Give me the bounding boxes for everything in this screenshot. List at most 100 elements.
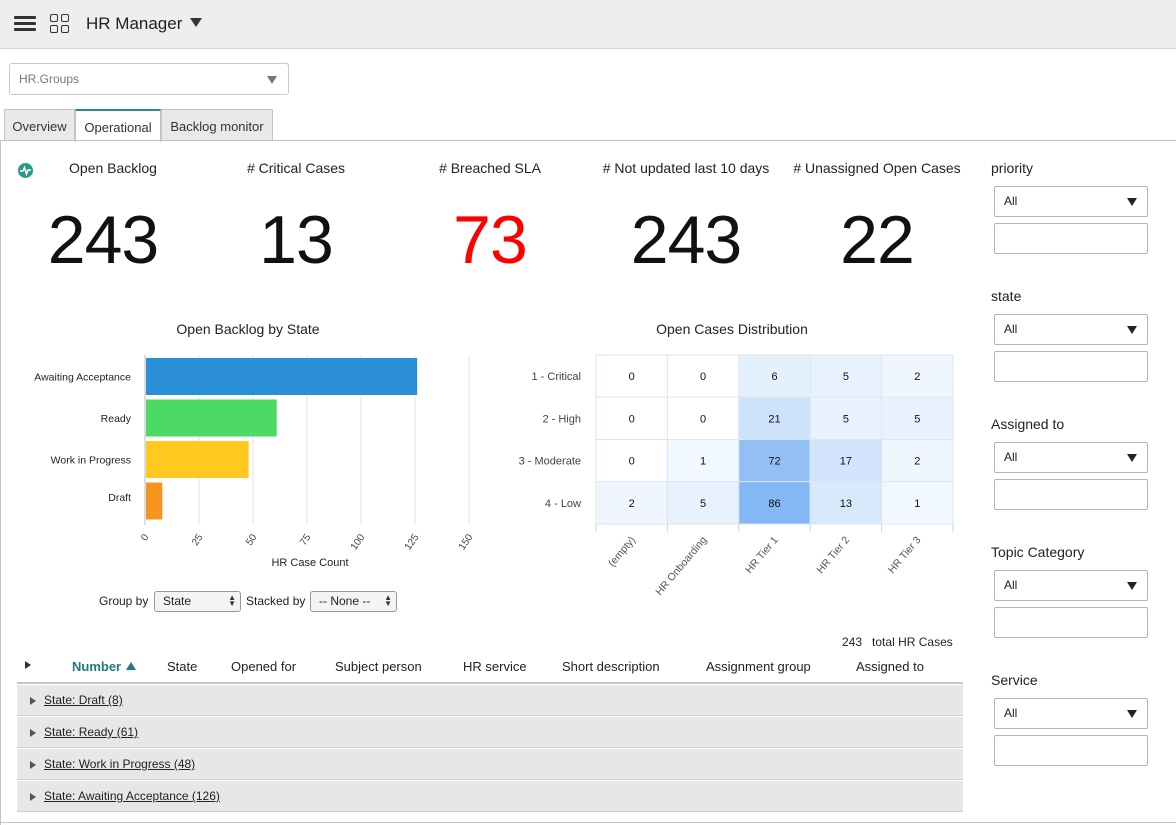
caret-down-icon [1127,198,1137,206]
column-number[interactable]: Number [72,659,137,674]
bar [146,482,163,520]
group-row-work-in-progress[interactable]: State: Work in Progress (48) [17,749,963,780]
expand-icon[interactable] [30,697,36,705]
bar [146,358,418,395]
filter-input-priority[interactable] [994,223,1148,254]
stacked-by-label: Stacked by [246,594,306,608]
group-row-draft[interactable]: State: Draft (8) [17,685,963,716]
kpi-value[interactable]: 243 [47,202,159,278]
expand-all-icon[interactable] [25,661,31,669]
filter-input-topic-category[interactable] [994,607,1148,638]
filter-select-priority[interactable]: All [994,186,1148,217]
kpi-label: # Unassigned Open Cases [793,160,961,176]
group-row-label[interactable]: State: Ready (61) [44,725,139,739]
heatmap-cell-value: 5 [914,413,920,425]
y-category-label: Ready [101,413,132,425]
heatmap-cell [595,481,668,525]
y-category-label: Work in Progress [51,455,131,467]
column-opened-for[interactable]: Opened for [231,659,297,674]
group-row-label[interactable]: State: Awaiting Acceptance (126) [44,789,220,803]
tab-backlog-monitor[interactable]: Backlog monitor [161,109,273,141]
column-hr-service[interactable]: HR service [463,659,527,674]
filter-select-value: All [1004,706,1018,720]
updown-icon: ▲ ▼ [384,593,392,608]
group-row-ready[interactable]: State: Ready (61) [17,717,963,748]
filter-select-value: All [1004,578,1018,592]
heatmap-cell [881,439,954,483]
group-by-select[interactable]: State ▲ ▼ [154,591,241,612]
heatmap-cell [595,439,668,483]
heatmap-cell-value: 1 [700,456,706,468]
heatmap-cell-value: 86 [768,498,780,510]
x-tick-label: 50 [244,532,260,548]
heatmap-cell [738,481,811,525]
total-count-label: total HR Cases [872,635,953,649]
tab-operational[interactable]: Operational [75,109,161,142]
group-select-value: HR.Groups [19,72,80,86]
content-border [0,140,1,825]
tab-divider [0,140,1176,141]
filter-input-state[interactable] [994,351,1148,382]
heatmap-cell-value: 5 [700,498,706,510]
filter-label-priority: priority [991,160,1034,176]
filter-select-state[interactable]: All [994,314,1148,345]
column-number-label: Number [72,659,122,674]
column-subject-person[interactable]: Subject person [335,659,422,674]
expand-icon[interactable] [30,761,36,769]
bar-chart: 0 25 50 75 100 125 150 Awaiting Acceptance Ready… [34,355,476,552]
heatmap-cell-value: 5 [843,371,849,383]
column-assigned-to[interactable]: Assigned to [856,659,924,674]
heatmap-cell [738,396,811,440]
heatmap-cell [666,481,740,525]
sort-ascending-icon [126,662,137,670]
bottom-border [0,822,1176,823]
heatmap-cell [809,439,883,483]
stacked-by-select[interactable]: -- None -- ▲ ▼ [310,591,397,612]
group-row-awaiting-acceptance[interactable]: State: Awaiting Acceptance (126) [17,781,963,812]
heatmap-cell [881,396,954,440]
column-label: HR Tier 2 [815,534,853,576]
column-short-description[interactable]: Short description [562,659,660,674]
top-bar: HR Manager [0,0,1176,49]
kpi-value[interactable]: 243 [630,202,742,278]
heatmap-cell-value: 72 [768,456,780,468]
total-count: 243 total HR Cases [842,635,953,649]
expand-icon[interactable] [30,793,36,801]
filter-select-value: All [1004,194,1018,208]
bar-chart-x-axis-title: HR Case Count [271,557,349,569]
list-header: Number State Opened for Subject person H… [17,653,963,684]
filter-input-assigned-to[interactable] [994,479,1148,510]
heatmap-cell-value: 2 [914,456,920,468]
tab-overview[interactable]: Overview [4,109,75,141]
group-select[interactable]: HR.Groups [9,63,289,95]
kpi-value[interactable]: 13 [259,202,334,278]
app-title[interactable]: HR Manager [86,14,183,33]
heatmap-cell-value: 2 [629,498,635,510]
filter-input-service[interactable] [994,735,1148,766]
kpi-value[interactable]: 73 [453,202,528,278]
caret-down-icon[interactable] [190,18,202,27]
hamburger-icon[interactable] [14,16,36,32]
column-assignment-group[interactable]: Assignment group [706,659,811,674]
expand-icon[interactable] [30,729,36,737]
x-tick-label: 75 [298,532,314,548]
group-row-label[interactable]: State: Draft (8) [44,693,123,707]
x-tick-label: 100 [349,532,368,552]
filter-select-service[interactable]: All [994,698,1148,729]
filter-select-assigned-to[interactable]: All [994,442,1148,473]
kpi-label: Open Backlog [69,160,157,176]
caret-down-icon [1127,454,1137,462]
heatmap-cell [595,354,668,398]
pulse-icon [18,163,33,178]
heatmap-cell-value: 21 [768,413,780,425]
bar [146,399,277,437]
y-category-label: Awaiting Acceptance [34,372,131,384]
column-state[interactable]: State [167,659,198,674]
row-label: 4 - Low [545,498,581,510]
column-label: HR Onboarding [653,534,709,598]
group-row-label[interactable]: State: Work in Progress (48) [44,757,196,771]
filter-select-topic-category[interactable]: All [994,570,1148,601]
kpi-value[interactable]: 22 [840,202,915,278]
kpi-label: # Breached SLA [439,160,541,176]
grid-icon[interactable] [50,14,70,34]
